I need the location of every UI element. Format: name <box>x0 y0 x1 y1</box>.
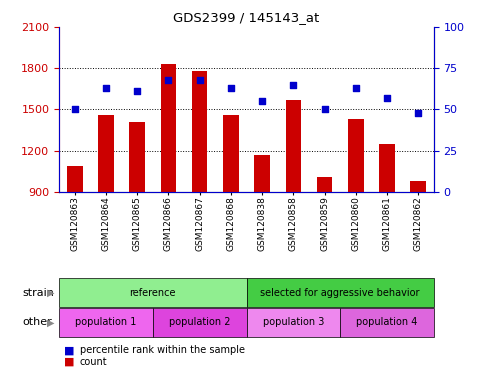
Text: count: count <box>80 357 107 367</box>
Bar <box>317 177 332 192</box>
Bar <box>192 71 208 192</box>
Point <box>383 95 391 101</box>
Text: ▶: ▶ <box>47 317 54 328</box>
Bar <box>254 155 270 192</box>
Text: reference: reference <box>130 288 176 298</box>
Point <box>133 88 141 94</box>
Point <box>414 110 422 116</box>
Point <box>71 106 79 113</box>
Bar <box>98 115 114 192</box>
Text: ■: ■ <box>64 345 74 355</box>
Bar <box>129 122 145 192</box>
Bar <box>348 119 363 192</box>
Point <box>196 77 204 83</box>
Bar <box>223 115 239 192</box>
Title: GDS2399 / 145143_at: GDS2399 / 145143_at <box>174 11 319 24</box>
Point <box>289 82 297 88</box>
Bar <box>410 181 426 192</box>
Point <box>352 85 360 91</box>
Bar <box>67 166 83 192</box>
Text: percentile rank within the sample: percentile rank within the sample <box>80 345 245 355</box>
Point <box>165 77 173 83</box>
Bar <box>161 64 176 192</box>
Bar <box>379 144 395 192</box>
Text: other: other <box>22 317 52 328</box>
Point <box>227 85 235 91</box>
Text: ▶: ▶ <box>47 288 54 298</box>
Text: strain: strain <box>22 288 54 298</box>
Text: population 1: population 1 <box>75 317 137 328</box>
Point <box>320 106 328 113</box>
Text: population 2: population 2 <box>169 317 230 328</box>
Point <box>102 85 110 91</box>
Text: population 4: population 4 <box>356 317 418 328</box>
Text: population 3: population 3 <box>263 317 324 328</box>
Text: selected for aggressive behavior: selected for aggressive behavior <box>260 288 420 298</box>
Text: ■: ■ <box>64 357 74 367</box>
Point <box>258 98 266 104</box>
Bar <box>285 100 301 192</box>
